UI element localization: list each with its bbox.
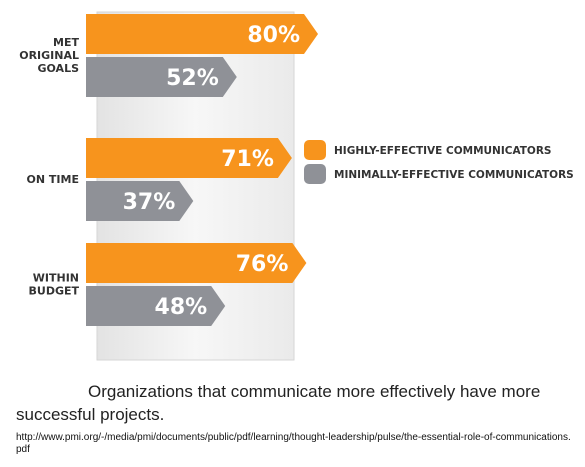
bar-chart: 80% 52% 71% 37% 76% 48% MET ORIGINAL GOALS ON TI…	[0, 0, 585, 370]
category-label-1: ON TIME	[27, 173, 79, 186]
source-url: http://www.pmi.org/-/media/pmi/documents…	[16, 432, 576, 456]
value-label-minimally-1: 37%	[123, 190, 176, 215]
value-label-highly-2: 76%	[236, 252, 289, 277]
value-label-minimally-0: 52%	[166, 66, 219, 91]
legend-label-minimally: MINIMALLY-EFFECTIVE COMMUNICATORS	[334, 169, 574, 181]
value-label-minimally-2: 48%	[155, 295, 208, 320]
value-label-highly-1: 71%	[221, 147, 274, 172]
legend-swatch-minimally	[304, 164, 326, 184]
value-label-highly-0: 80%	[247, 23, 300, 48]
chart-caption: Organizations that communicate more effe…	[16, 380, 571, 426]
legend-label-highly: HIGHLY-EFFECTIVE COMMUNICATORS	[334, 145, 552, 157]
legend-swatch-highly	[304, 140, 326, 160]
category-label-2: WITHIN BUDGET	[29, 272, 80, 298]
category-label-0: MET ORIGINAL GOALS	[19, 36, 79, 75]
